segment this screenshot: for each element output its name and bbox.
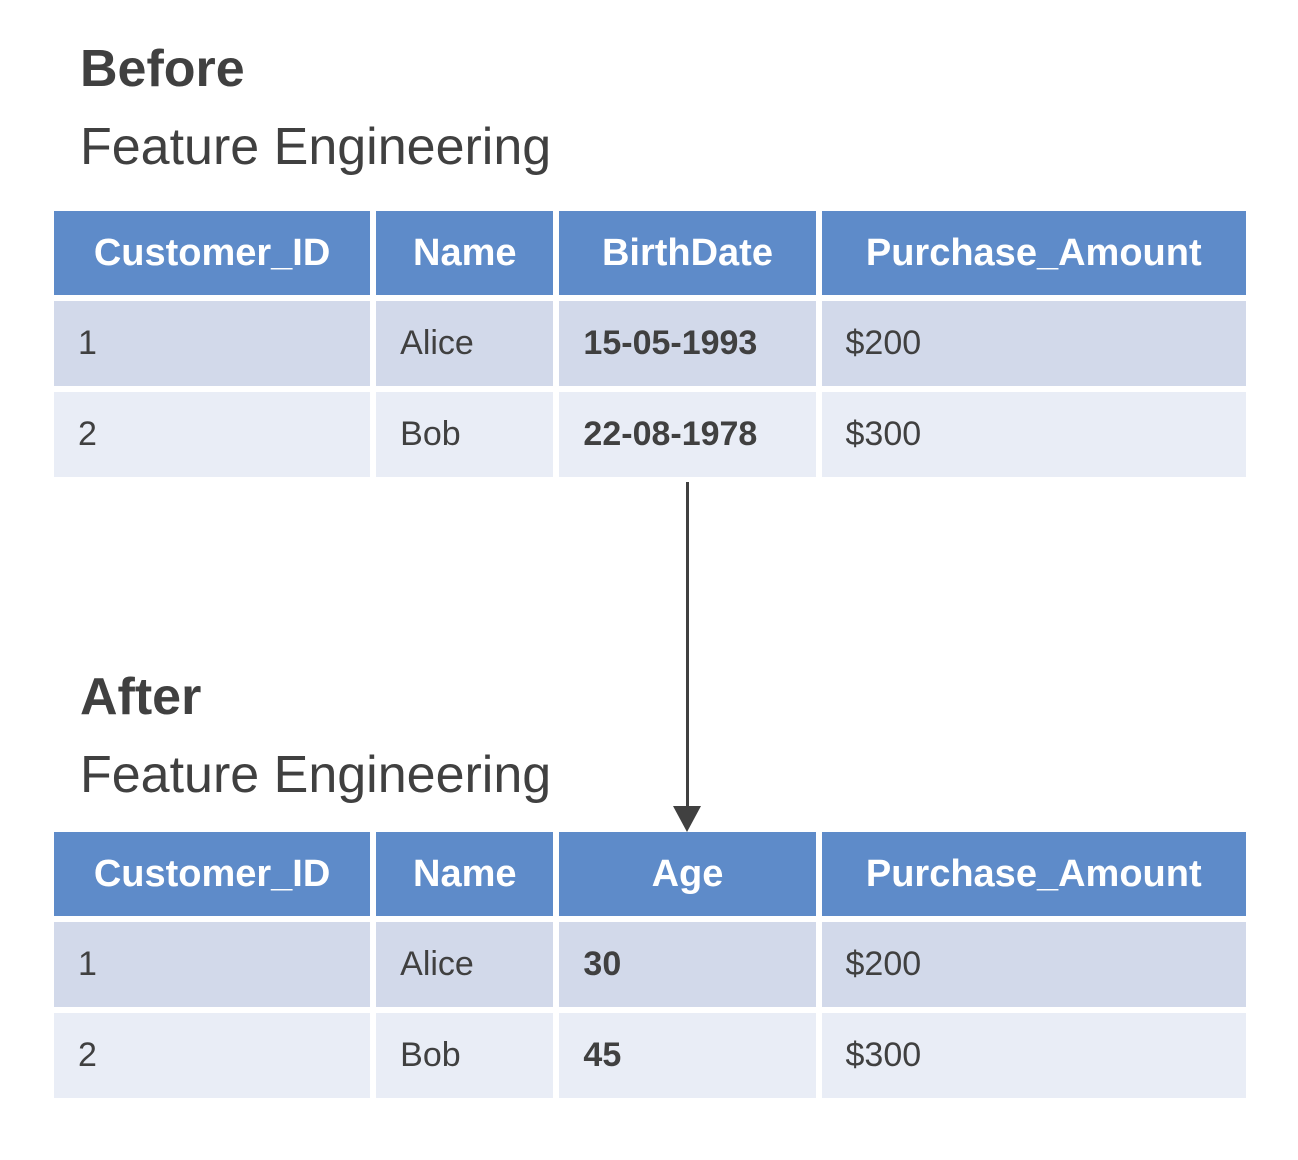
after-section-title: After Feature Engineering <box>80 658 551 814</box>
table-cell-purchase-amount: $300 <box>821 1013 1246 1098</box>
after-column-header-age: Age <box>559 832 816 916</box>
table-cell-customer-id: 1 <box>54 301 371 386</box>
table-cell-name: Bob <box>376 1013 554 1098</box>
table-cell-customer-id: 2 <box>54 392 371 477</box>
before-column-header-name: Name <box>376 211 554 295</box>
after-column-header-customer-id: Customer_ID <box>54 832 371 916</box>
table-cell-purchase-amount: $200 <box>821 922 1246 1007</box>
after-table: Customer_ID Name Age Purchase_Amount 1 A… <box>54 832 1246 1098</box>
table-cell-customer-id: 2 <box>54 1013 371 1098</box>
table-cell-purchase-amount: $200 <box>821 301 1246 386</box>
after-title: After <box>80 668 202 726</box>
before-section-title: Before Feature Engineering <box>80 30 551 186</box>
table-cell-age: 30 <box>559 922 816 1007</box>
after-column-header-name: Name <box>376 832 554 916</box>
before-column-header-birthdate: BirthDate <box>559 211 816 295</box>
after-subtitle: Feature Engineering <box>80 746 552 804</box>
table-cell-name: Alice <box>376 301 554 386</box>
before-subtitle: Feature Engineering <box>80 118 552 176</box>
table-cell-name: Bob <box>376 392 554 477</box>
before-title: Before <box>80 40 245 98</box>
table-cell-age: 45 <box>559 1013 816 1098</box>
after-column-header-purchase-amount: Purchase_Amount <box>821 832 1246 916</box>
before-column-header-customer-id: Customer_ID <box>54 211 371 295</box>
table-cell-birthdate: 22-08-1978 <box>559 392 816 477</box>
before-column-header-purchase-amount: Purchase_Amount <box>821 211 1246 295</box>
table-cell-birthdate: 15-05-1993 <box>559 301 816 386</box>
arrow-down-icon <box>673 806 701 832</box>
table-cell-name: Alice <box>376 922 554 1007</box>
table-cell-customer-id: 1 <box>54 922 371 1007</box>
before-table: Customer_ID Name BirthDate Purchase_Amou… <box>54 211 1246 477</box>
arrow-line <box>686 482 689 810</box>
table-cell-purchase-amount: $300 <box>821 392 1246 477</box>
